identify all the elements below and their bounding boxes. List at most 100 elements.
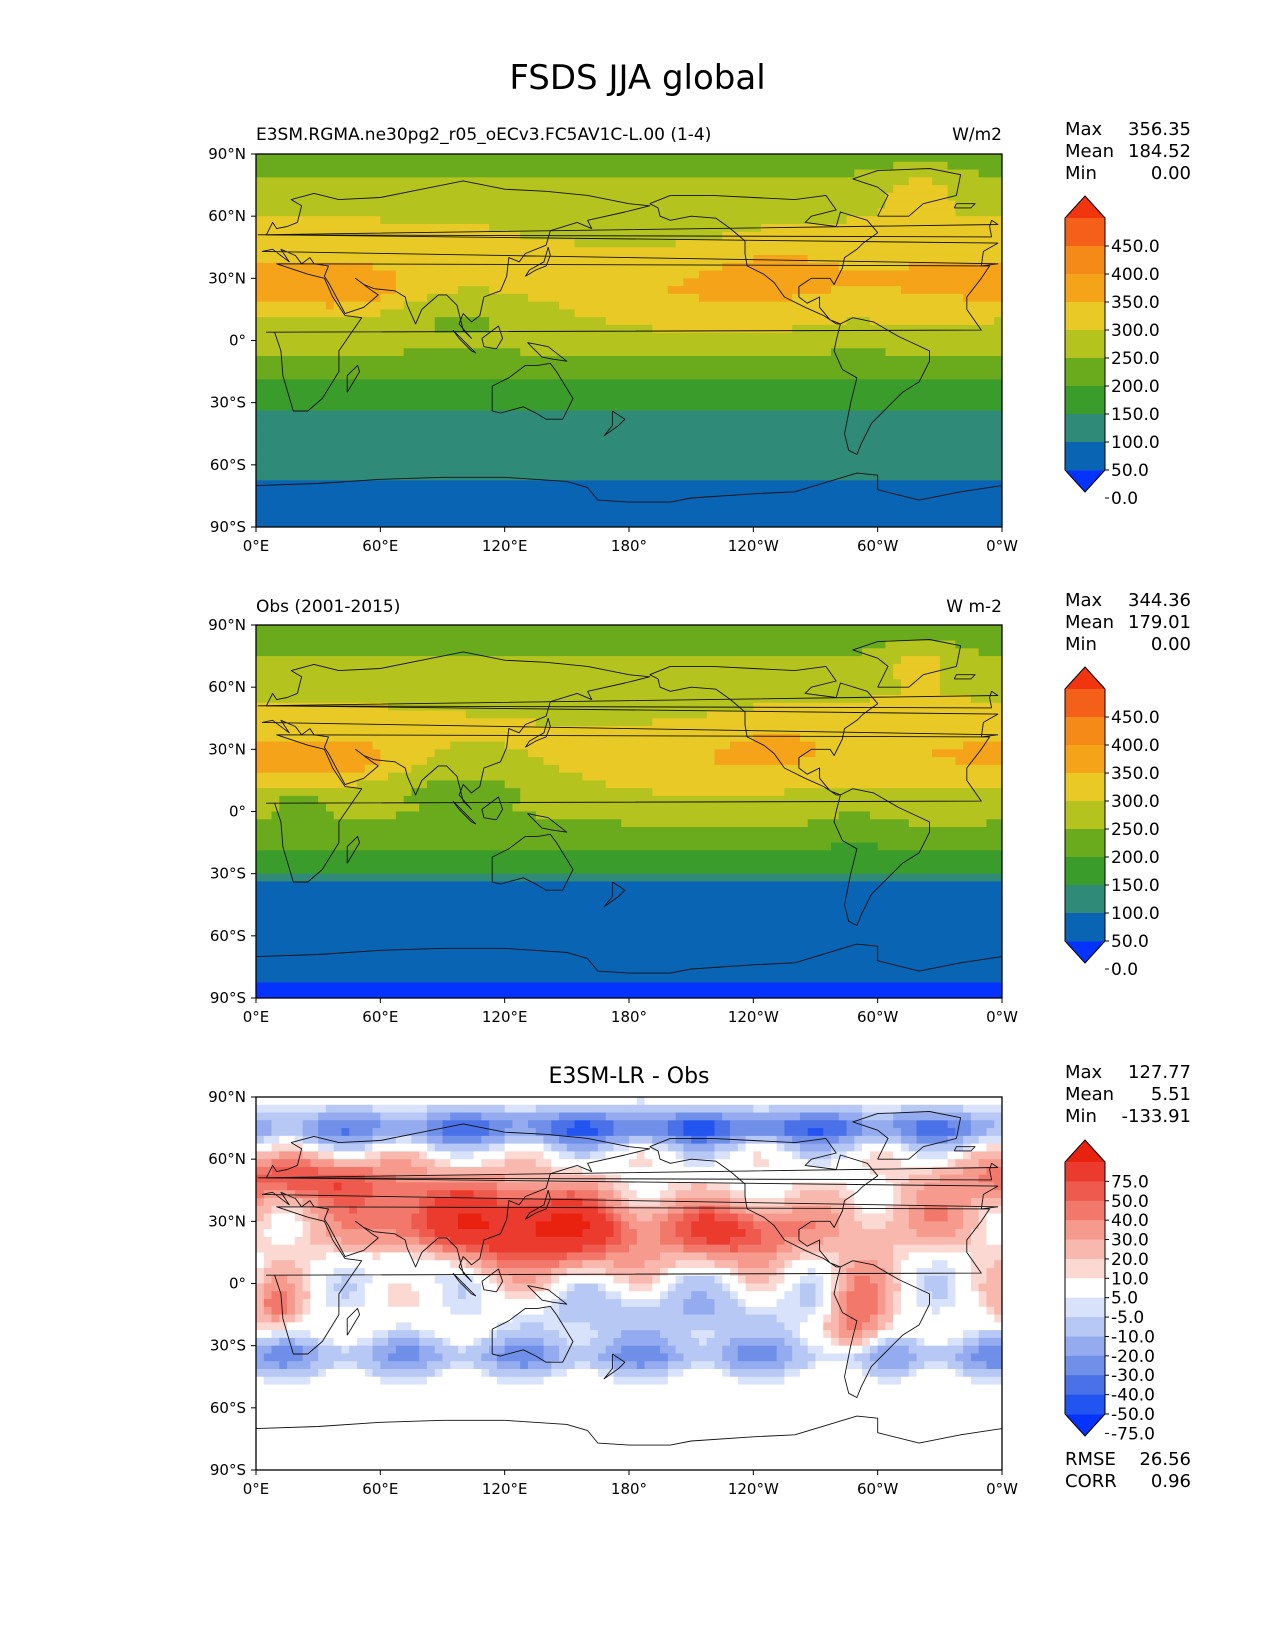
field-cell <box>970 1128 988 1137</box>
field-cell <box>434 317 490 326</box>
stat-max-name: Max <box>1065 119 1103 140</box>
field-cell <box>310 1267 335 1277</box>
field-cell <box>256 1151 280 1160</box>
field-cell <box>256 1143 273 1152</box>
field-cell <box>287 1291 296 1300</box>
field-cell <box>838 811 871 820</box>
colorbar-tick-label: -40.0 <box>1111 1386 1155 1406</box>
colorbar-swatch <box>1065 829 1105 858</box>
field-cell <box>986 1267 1002 1277</box>
field-cell <box>294 1236 311 1246</box>
field-cell <box>846 317 871 326</box>
coastline <box>265 734 991 883</box>
field-cell <box>256 1128 273 1137</box>
field-cell <box>621 1299 661 1308</box>
field-cell <box>256 1384 1002 1393</box>
field-cell <box>256 687 902 696</box>
field-cell <box>256 216 381 225</box>
field-cell <box>838 1252 894 1261</box>
field-cell <box>551 1267 568 1277</box>
field-cell <box>691 1221 739 1230</box>
field-cell <box>535 1221 591 1230</box>
field-cell <box>380 1112 428 1121</box>
field-cell <box>372 1190 428 1199</box>
field-cell <box>900 1128 918 1137</box>
field-cell <box>838 1229 918 1238</box>
field-cell <box>543 1353 560 1362</box>
field-cell <box>768 1104 863 1114</box>
field-cell <box>481 1306 545 1316</box>
colorbar-extend-max <box>1065 1140 1105 1162</box>
field-cell <box>799 757 956 766</box>
field-cell <box>256 1314 273 1323</box>
field-cell <box>310 1275 327 1285</box>
field-cell <box>388 1291 420 1300</box>
field-cell <box>256 881 1002 890</box>
field-cell <box>877 1361 910 1370</box>
field-cell <box>364 1151 381 1160</box>
field-cell <box>543 1306 560 1316</box>
field-cell <box>279 803 327 813</box>
field-cell <box>372 1345 397 1355</box>
field-cell <box>846 1120 863 1129</box>
field-cell <box>862 1361 879 1370</box>
field-cell <box>807 1314 824 1323</box>
field-cell <box>559 1112 607 1121</box>
field-cell <box>815 1283 824 1292</box>
field-cell <box>799 1337 809 1347</box>
field-cell <box>986 1306 995 1316</box>
lat-tick-label: 60°N <box>208 1150 246 1168</box>
field-cell <box>714 1143 739 1152</box>
field-cell <box>551 1283 568 1292</box>
field-cell <box>325 1299 366 1308</box>
field-cell <box>854 1135 902 1145</box>
field-cell <box>450 1236 607 1246</box>
field-cell <box>333 1283 358 1292</box>
field-cell <box>893 1252 910 1261</box>
field-cell <box>730 1190 747 1199</box>
field-cell <box>745 1299 778 1308</box>
field-cell <box>722 1283 731 1292</box>
field-cell <box>380 1159 413 1168</box>
field-cell <box>294 1283 304 1292</box>
field-cell <box>900 1283 918 1292</box>
field-cell <box>947 1135 964 1145</box>
field-cell <box>256 425 1002 435</box>
field-cell <box>683 1299 716 1308</box>
field-cell <box>566 1267 607 1277</box>
colorbar-tick-label: 10.0 <box>1111 1269 1149 1289</box>
colorbar-tick-label: 100.0 <box>1111 904 1160 924</box>
field-cell <box>667 1143 684 1152</box>
field-cell <box>939 656 1002 665</box>
field-cell <box>815 749 933 758</box>
field-cell <box>978 1205 1002 1215</box>
field-cell <box>318 1213 335 1222</box>
field-cell <box>955 1368 964 1378</box>
field-cell <box>465 710 708 719</box>
field-cell <box>426 1143 436 1152</box>
field-cell <box>698 1337 708 1347</box>
field-cell <box>955 1283 972 1292</box>
colorbar-extend-min <box>1065 1414 1105 1436</box>
field-cell <box>621 1291 661 1300</box>
field-cell <box>831 1314 840 1323</box>
field-cell <box>256 324 436 334</box>
field-cell <box>900 1306 933 1316</box>
field-cell <box>823 1299 832 1308</box>
field-cell <box>411 1213 428 1222</box>
lon-tick-label: 180° <box>611 537 647 555</box>
field-cell <box>318 1120 381 1129</box>
field-cell <box>426 1128 444 1137</box>
field-cell <box>776 1135 793 1145</box>
colorbar-tick-label: 400.0 <box>1111 736 1160 756</box>
field-cell <box>963 1205 980 1215</box>
field-cell <box>543 1135 560 1145</box>
field-cell <box>807 1345 824 1355</box>
field-cell <box>838 1260 855 1269</box>
field-cell <box>869 1353 918 1362</box>
field-cell <box>900 1159 949 1168</box>
field-cell <box>955 640 1002 649</box>
field-cell <box>256 1291 265 1300</box>
field-cell <box>256 1166 273 1176</box>
field-cell <box>862 1104 902 1114</box>
